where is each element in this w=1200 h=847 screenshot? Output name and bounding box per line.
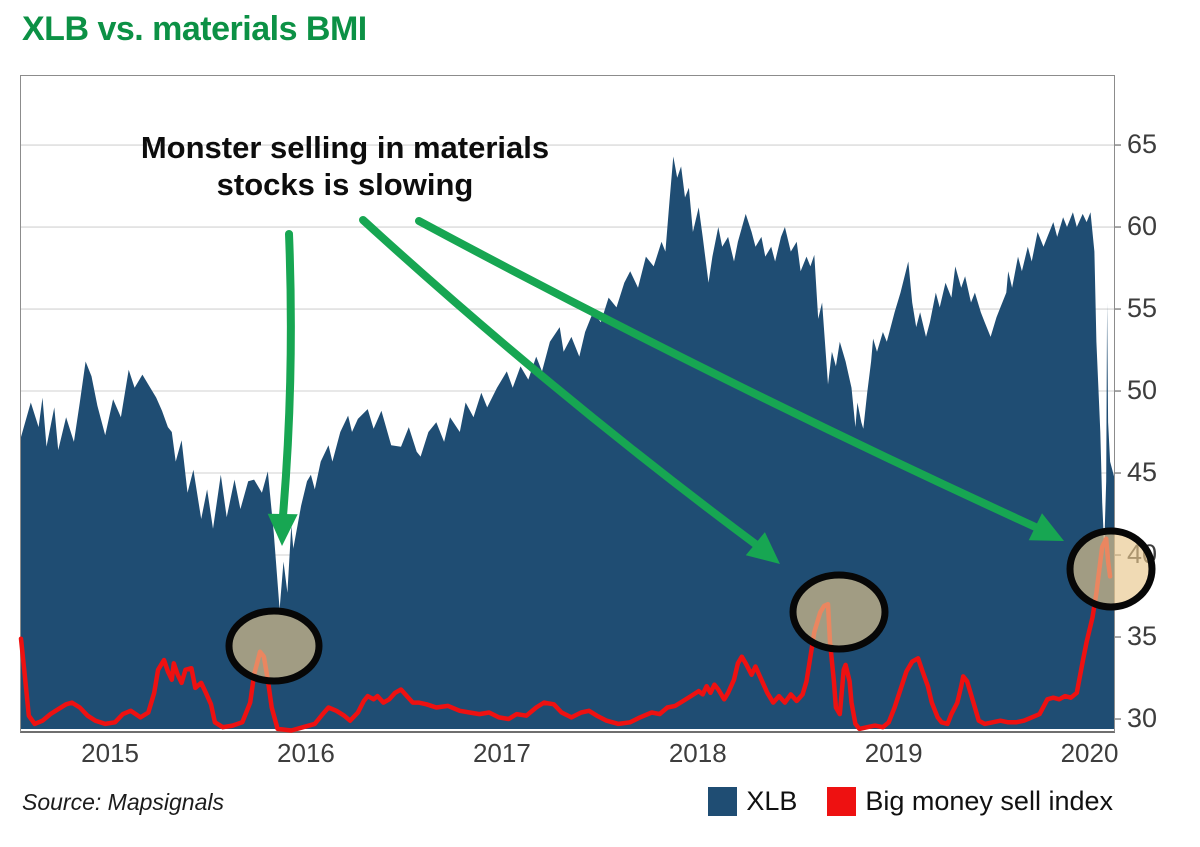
chart-plot-area [18, 75, 1156, 733]
page-title: XLB vs. materials BMI [22, 10, 367, 48]
legend-swatch-sell-index [827, 787, 857, 816]
y-tick-label-55: 55 [1127, 293, 1158, 324]
chart-svg [18, 144, 1156, 733]
x-tick-label-2019: 2019 [864, 738, 923, 768]
x-tick-label-2015: 2015 [81, 738, 140, 768]
source-note: Source: Mapsignals [22, 789, 224, 815]
legend-swatch-xlb [708, 787, 738, 816]
y-tick-label-50: 50 [1127, 375, 1158, 406]
y-tick-label-65: 65 [1127, 129, 1158, 160]
y-tick-label-45: 45 [1127, 457, 1158, 488]
annotation-line-2: stocks is slowing [216, 166, 474, 202]
x-tick-label-2020: 2020 [1060, 738, 1119, 768]
x-tick-label-2017: 2017 [472, 738, 531, 768]
legend-label-xlb: XLB [746, 786, 798, 816]
x-tick-label-2016: 2016 [277, 738, 335, 768]
chart-annotation-text: Monster selling in materials stocks is s… [105, 130, 585, 203]
x-tick-label-2018: 2018 [668, 738, 727, 768]
legend: XLB Big money sell index [708, 786, 1113, 817]
legend-item-xlb: XLB [708, 786, 797, 817]
legend-item-sell-index: Big money sell index [827, 786, 1113, 817]
y-tick-label-30: 30 [1127, 703, 1158, 734]
y-tick-label-60: 60 [1127, 211, 1158, 242]
y-tick-label-35: 35 [1127, 621, 1158, 652]
legend-label-sell-index: Big money sell index [865, 786, 1113, 816]
annotation-line-1: Monster selling in materials [140, 130, 550, 165]
